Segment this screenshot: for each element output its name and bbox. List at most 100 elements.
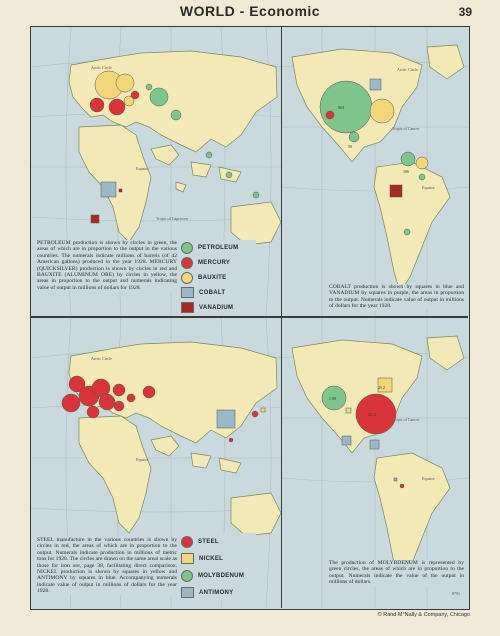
venezuela-value: 106 xyxy=(403,169,409,174)
molybdenum-marker-usa xyxy=(321,385,347,411)
nickel-marker xyxy=(260,407,266,413)
page-title: WORLD - Economic xyxy=(179,3,321,19)
vanadium-marker xyxy=(118,188,123,193)
petroleum-marker xyxy=(149,87,169,107)
legend-mercury: MERCURY xyxy=(181,255,256,270)
legend-label: BAUXITE xyxy=(198,274,227,281)
legend-label: ANTIMONY xyxy=(199,589,234,596)
molybdenum-swatch xyxy=(181,569,193,582)
bauxite-marker xyxy=(369,98,395,124)
mercury-marker xyxy=(108,98,126,116)
steel-marker xyxy=(68,375,86,393)
legend-cobalt: COBALT xyxy=(181,285,256,300)
bauxite-marker xyxy=(115,73,135,93)
arctic-circle-label: Arctic Circle xyxy=(397,67,418,72)
usa-molybdenum-value: 1.98 xyxy=(329,396,336,401)
legend-nickel: NICKEL xyxy=(181,550,256,567)
legend-top: PETROLEUM MERCURY BAUXITE COBALT VANADIU… xyxy=(181,240,256,315)
legend-label: COBALT xyxy=(199,289,226,296)
legend-label: PETROLEUM xyxy=(198,244,239,251)
steel-marker xyxy=(126,393,136,403)
petroleum-swatch xyxy=(181,241,193,254)
bauxite-swatch xyxy=(181,271,193,284)
map-panel-molybdenum-west: Tropic of Cancer Equator 25.2 1.98 52.2 xyxy=(281,318,469,608)
mexico-value: 50 xyxy=(348,144,352,149)
nickel-swatch xyxy=(181,553,194,564)
antimony-marker xyxy=(393,477,398,482)
vanadium-marker xyxy=(90,214,100,224)
petroleum-marker xyxy=(170,109,182,121)
nickel-marker xyxy=(345,407,352,414)
petroleum-marker xyxy=(225,171,233,179)
petroleum-marker xyxy=(348,131,360,143)
vanadium-swatch xyxy=(181,302,194,313)
map-panel-cobalt-west: Arctic Circle Tropic of Cancer Equator 9… xyxy=(281,27,469,316)
legend-bauxite: BAUXITE xyxy=(181,270,256,285)
petroleum-marker xyxy=(400,151,416,167)
legend-bottom: STEEL NICKEL MOLYBDENUM ANTIMONY xyxy=(181,533,256,601)
bauxite-marker xyxy=(415,156,429,170)
map-plate: Arctic Circle Equator Tropic of Capricor… xyxy=(30,26,470,610)
arctic-circle-label: Arctic Circle xyxy=(91,65,112,70)
steel-marker xyxy=(98,393,116,411)
steel-marker xyxy=(112,383,126,397)
vanadium-marker xyxy=(389,184,403,198)
panel-divider xyxy=(31,316,468,318)
steel-marker xyxy=(61,393,81,413)
page-header: WORLD - Economic 39 xyxy=(0,0,500,26)
steel-marker xyxy=(86,405,100,419)
cobalt-caption: COBALT production is shown by squares in… xyxy=(329,284,464,310)
canada-nickel-value: 25.2 xyxy=(378,385,385,390)
equator-label: Equator xyxy=(136,166,149,171)
legend-label: MOLYBDENUM xyxy=(198,572,245,579)
usa-steel-value: 52.2 xyxy=(368,412,376,417)
petroleum-marker xyxy=(252,191,260,199)
cancer-label: Tropic of Cancer xyxy=(392,126,420,131)
antimony-marker xyxy=(341,435,352,446)
capricorn-label: Tropic of Capricorn xyxy=(156,216,188,221)
mercury-marker xyxy=(130,90,140,100)
usa-petroleum-value: 901 xyxy=(338,105,345,110)
equator-label: Equator xyxy=(422,185,435,190)
cancer-label: Tropic of Cancer xyxy=(392,417,420,422)
equator-label: Equator xyxy=(422,476,435,481)
steel-marker xyxy=(228,437,234,443)
legend-vanadium: VANADIUM xyxy=(181,300,256,315)
steel-marker xyxy=(399,483,405,489)
petroleum-marker-usa xyxy=(319,80,373,134)
petroleum-marker xyxy=(145,83,153,91)
steel-marker xyxy=(251,410,259,418)
nickel-marker-canada xyxy=(377,377,393,393)
mercury-swatch xyxy=(181,256,193,269)
plate-code: 8791 xyxy=(452,591,460,596)
legend-label: VANADIUM xyxy=(199,304,234,311)
legend-label: NICKEL xyxy=(199,555,224,562)
page-number: 39 xyxy=(458,5,472,19)
arctic-circle-label: Arctic Circle xyxy=(91,356,112,361)
legend-petroleum: PETROLEUM xyxy=(181,240,256,255)
antimony-marker xyxy=(369,439,380,450)
petroleum-caption: PETROLEUM production is shown by circles… xyxy=(37,240,177,292)
legend-label: STEEL xyxy=(198,538,219,545)
antimony-swatch xyxy=(181,587,194,598)
steel-swatch xyxy=(181,535,193,548)
steel-marker xyxy=(113,400,125,412)
steel-marker-usa xyxy=(355,393,397,435)
petroleum-marker xyxy=(403,228,411,236)
legend-antimony: ANTIMONY xyxy=(181,584,256,601)
steel-marker xyxy=(142,385,156,399)
mercury-marker xyxy=(89,97,105,113)
petroleum-marker xyxy=(205,151,213,159)
legend-molybdenum: MOLYBDENUM xyxy=(181,567,256,584)
petroleum-marker xyxy=(418,173,426,181)
antimony-marker xyxy=(216,409,236,429)
cobalt-swatch xyxy=(181,287,194,298)
legend-steel: STEEL xyxy=(181,533,256,550)
legend-label: MERCURY xyxy=(198,259,231,266)
molybdenum-caption: The production of MOLYBDENUM is represen… xyxy=(329,560,464,586)
bauxite-marker xyxy=(123,95,135,107)
publisher-credit: © Rand M°Nally & Company, Chicago xyxy=(377,612,470,618)
equator-label: Equator xyxy=(136,457,149,462)
mercury-marker xyxy=(325,110,335,120)
steel-caption: STEEL manufacture in the various countri… xyxy=(37,537,177,595)
